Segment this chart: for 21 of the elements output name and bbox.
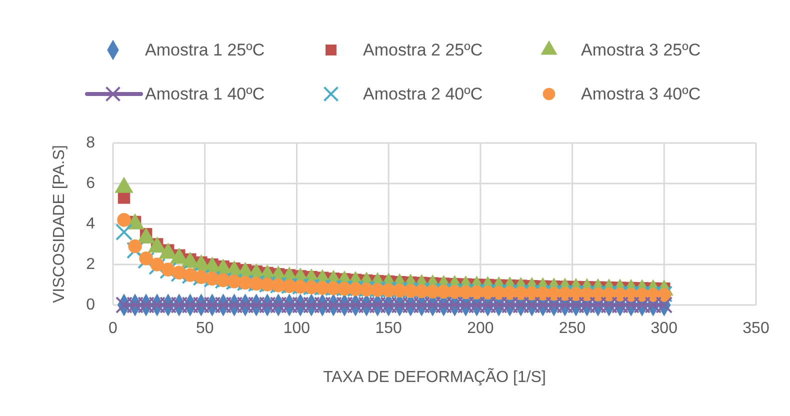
legend-label: Amostra 2 40ºC (363, 84, 483, 104)
y-axis-title: VISCOSIDADE [PA.S] (51, 145, 68, 303)
legend-label: Amostra 3 25ºC (581, 40, 701, 60)
legend-label: Amostra 2 25ºC (363, 40, 483, 60)
y-tick-label: 6 (86, 175, 96, 192)
x-tick-label: 300 (650, 320, 678, 337)
y-tick-label: 2 (86, 256, 96, 273)
y-tick-label: 0 (86, 296, 96, 314)
legend-label: Amostra 1 40ºC (145, 84, 265, 104)
x-tick-label: 100 (283, 320, 310, 337)
x-tick-label: 150 (375, 320, 402, 337)
y-tick-label: 4 (86, 216, 96, 232)
y-tick-label: 8 (86, 134, 96, 152)
x-tick-label: 200 (467, 320, 494, 337)
x-tick-label: 350 (742, 320, 770, 337)
legend-label: Amostra 1 25ºC (145, 40, 265, 60)
x-tick-label: 0 (108, 320, 118, 337)
x-tick-label: 250 (558, 320, 586, 337)
legend-label: Amostra 3 40ºC (581, 84, 701, 104)
x-tick-label: 50 (196, 320, 214, 337)
x-axis-title: TAXA DE DEFORMAÇÃO [1/S] (323, 367, 546, 386)
